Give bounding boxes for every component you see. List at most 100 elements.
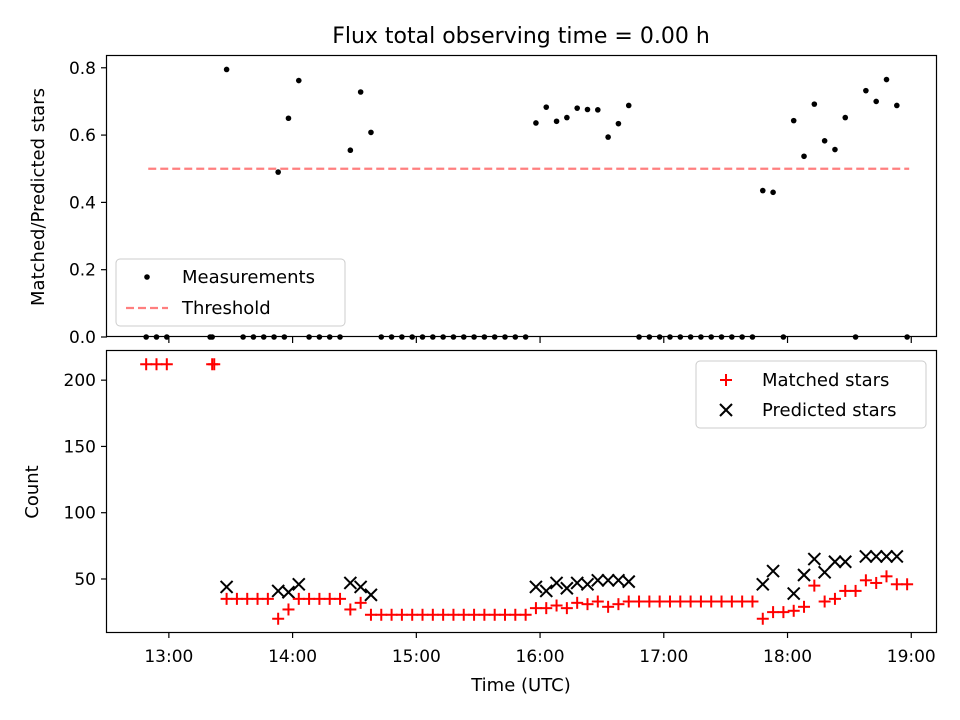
- matched-star-point: [478, 608, 491, 621]
- matched-star-point: [736, 595, 749, 608]
- matched-star-point: [457, 608, 470, 621]
- matched-star-point: [808, 579, 821, 592]
- bottom-panel: 50 100 150 200 13:00 14:00 15:00 16:00 17:00 18:0…: [22, 349, 938, 696]
- measurement-point: [543, 104, 550, 110]
- matched-star-point: [777, 606, 790, 619]
- measurement-point: [873, 98, 879, 105]
- predicted-star-point: [766, 564, 780, 578]
- predicted-star-point: [601, 573, 615, 588]
- matched-star-point: [715, 595, 728, 608]
- matched-star-point: [354, 596, 367, 609]
- matched-star-point: [313, 592, 326, 605]
- matched-star-point: [426, 608, 439, 621]
- matched-star-point: [364, 608, 377, 621]
- top-panel-axis: 0.0 0.2 0.4 0.6 0.8: [69, 59, 912, 348]
- x-tick-label: 14:00: [268, 647, 317, 667]
- x-tick-label: 13:00: [144, 647, 193, 667]
- measurement-point: [605, 134, 611, 140]
- matched-star-point: [870, 576, 883, 589]
- predicted-star-point: [879, 549, 894, 564]
- matched-star-point: [725, 595, 738, 608]
- measurement-point: [368, 129, 374, 136]
- bottom-panel-marks: [140, 358, 914, 625]
- predicted-star-point: [539, 584, 553, 598]
- matched-star-point: [261, 592, 274, 605]
- top-y-tick-label: 0.2: [69, 261, 96, 281]
- matched-star-point: [550, 599, 563, 612]
- measurement-point: [832, 146, 838, 153]
- predicted-star-point: [622, 574, 636, 589]
- matched-star-point: [560, 602, 573, 615]
- matched-star-point: [859, 574, 872, 587]
- matched-star-point: [468, 608, 481, 621]
- x-tick-label: 16:00: [516, 647, 565, 667]
- predicted-star-point: [549, 576, 564, 590]
- matched-star-point: [581, 598, 594, 611]
- measurement-point: [821, 138, 828, 144]
- predicted-star-point: [869, 549, 883, 564]
- top-y-axis-label: Matched/Predicted stars: [28, 88, 49, 306]
- bottom-panel-frame: [105, 349, 938, 634]
- bottom-y-tick-label: 100: [64, 504, 96, 524]
- legend-threshold-label: Threshold: [181, 298, 271, 319]
- matched-star-point: [334, 592, 347, 605]
- predicted-star-point: [353, 580, 368, 594]
- matched-star-point: [282, 603, 295, 616]
- x-tick-label: 15:00: [392, 647, 441, 667]
- legend-measurements-marker: [144, 274, 150, 280]
- top-panel-frame: [105, 54, 938, 338]
- predicted-star-point: [591, 573, 605, 588]
- predicted-star-point: [817, 565, 832, 580]
- legend-matched-marker: [720, 374, 732, 386]
- measurement-point: [533, 120, 539, 126]
- measurement-point: [811, 101, 818, 107]
- matched-star-point: [220, 592, 233, 605]
- predicted-star-point: [787, 586, 801, 601]
- bottom-y-axis-label: Count: [22, 465, 43, 518]
- predicted-star-point: [219, 580, 234, 594]
- measurement-point: [285, 115, 292, 122]
- matched-star-point: [150, 358, 163, 371]
- top-y-tick-label: 0.6: [69, 126, 96, 146]
- matched-star-point: [251, 592, 264, 605]
- matched-star-point: [292, 592, 305, 605]
- matched-star-point: [395, 608, 408, 621]
- matched-star-point: [643, 595, 656, 608]
- x-tick-label: 19:00: [887, 647, 936, 667]
- matched-star-point: [633, 595, 646, 608]
- matched-star-point: [529, 602, 542, 615]
- matched-star-point: [160, 358, 173, 371]
- measurement-point: [801, 153, 807, 160]
- predicted-star-point: [560, 581, 574, 595]
- predicted-star-point: [859, 549, 873, 564]
- matched-star-point: [694, 595, 707, 608]
- predicted-star-point: [797, 568, 811, 582]
- matched-star-point: [674, 595, 687, 608]
- matched-star-point: [602, 600, 615, 613]
- matched-star-point: [746, 595, 759, 608]
- predicted-star-point: [343, 576, 358, 590]
- predicted-star-point: [292, 577, 306, 591]
- top-legend-box: [115, 258, 346, 327]
- matched-star-point: [684, 595, 697, 608]
- bottom-legend-box: [695, 360, 927, 429]
- matched-star-point: [571, 596, 584, 609]
- matched-star-point: [323, 592, 336, 605]
- matched-star-point: [375, 608, 388, 621]
- x-tick-label: 17:00: [639, 647, 688, 667]
- chart-title: Flux total observing time = 0.00 h: [332, 24, 710, 49]
- predicted-star-point: [580, 577, 595, 591]
- measurement-point: [574, 105, 580, 111]
- matched-star-point: [488, 608, 501, 621]
- matched-star-point: [787, 604, 800, 617]
- matched-star-point: [798, 600, 811, 613]
- legend-predicted-marker: [719, 403, 733, 417]
- measurement-point: [295, 77, 302, 84]
- matched-star-point: [499, 608, 512, 621]
- bottom-panel-axis: 50 100 150 200 13:00 14:00 15:00 16:00 17:00 18:0…: [64, 371, 936, 667]
- matched-star-point: [406, 608, 419, 621]
- matched-star-point: [303, 592, 316, 605]
- x-axis-label: Time (UTC): [470, 675, 571, 696]
- matched-star-point: [208, 358, 221, 371]
- top-y-tick-label: 0.4: [69, 193, 96, 213]
